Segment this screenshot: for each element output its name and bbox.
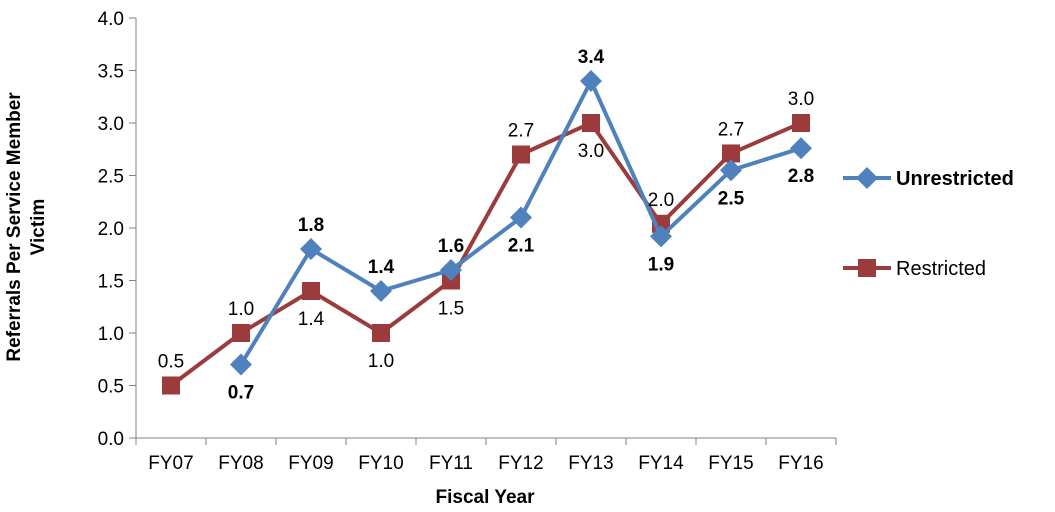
- data-label-restricted: 2.0: [648, 190, 674, 211]
- x-tick-label: FY14: [638, 453, 684, 474]
- data-point-unrestricted: [580, 70, 602, 92]
- y-tick-label: 4.0: [98, 9, 124, 30]
- data-label-unrestricted: 1.9: [648, 254, 674, 275]
- x-tick-label: FY12: [498, 453, 543, 474]
- x-tick-label: FY13: [568, 453, 613, 474]
- y-tick-label: 1.5: [98, 272, 124, 293]
- y-tick-label: 1.0: [98, 324, 124, 345]
- data-label-restricted: 1.4: [298, 309, 325, 330]
- data-label-restricted: 1.0: [368, 351, 394, 372]
- data-label-restricted: 1.0: [228, 299, 254, 320]
- data-point-restricted: [302, 282, 320, 300]
- data-label-unrestricted: 3.4: [578, 47, 605, 68]
- legend: Unrestricted Restricted: [843, 167, 1014, 280]
- data-point-unrestricted: [370, 280, 392, 302]
- legend-label: Restricted: [896, 258, 986, 280]
- data-label-unrestricted: 1.4: [368, 257, 395, 278]
- y-tick-label: 0.0: [98, 429, 124, 450]
- y-tick-label: 0.5: [98, 377, 124, 398]
- x-tick-label: FY16: [778, 453, 823, 474]
- data-point-unrestricted: [650, 225, 672, 248]
- x-tick-label: FY15: [708, 453, 753, 474]
- y-axis-title-line-1: Referrals Per Service Member: [4, 92, 25, 362]
- data-point-restricted: [232, 324, 250, 342]
- data-point-unrestricted: [230, 353, 252, 376]
- series-unrestricted: [230, 70, 812, 376]
- data-point-unrestricted: [790, 137, 812, 160]
- data-label-restricted: 3.0: [788, 89, 814, 110]
- legend-item-restricted: Restricted: [843, 258, 986, 280]
- data-point-unrestricted: [300, 238, 322, 260]
- data-label-restricted: 3.0: [578, 141, 604, 162]
- data-label-restricted: 1.5: [438, 299, 464, 320]
- data-point-restricted: [162, 376, 180, 395]
- y-tick-label: 3.5: [98, 62, 124, 83]
- data-point-restricted: [722, 144, 740, 163]
- data-point-restricted: [372, 324, 390, 342]
- data-point-restricted: [512, 145, 530, 164]
- y-axis-ticks: 0.0 0.5 1.0 1.5 2.0 2.5 3.0 3.5 4.0: [98, 9, 136, 450]
- x-tick-label: FY08: [218, 453, 263, 474]
- series-line-restricted: [169, 121, 802, 388]
- data-label-unrestricted: 1.6: [438, 236, 464, 257]
- x-axis-title: Fiscal Year: [436, 487, 536, 508]
- y-tick-label: 2.0: [98, 219, 124, 240]
- data-point-unrestricted: [720, 159, 742, 182]
- data-point-restricted: [582, 114, 600, 132]
- legend-marker: [858, 259, 876, 277]
- x-axis-ticks: FY07 FY08 FY09 FY10 FY11 FY12 FY13 FY14 FY15 FY16: [135, 438, 837, 474]
- data-label-unrestricted: 1.8: [298, 215, 324, 236]
- x-tick-label: FY10: [358, 453, 403, 474]
- y-axis-title-line-2: Victim: [28, 199, 49, 256]
- y-tick-label: 3.0: [98, 114, 124, 135]
- x-tick-label: FY07: [148, 453, 193, 474]
- data-label-unrestricted: 2.5: [718, 188, 745, 209]
- x-tick-label: FY11: [429, 453, 473, 474]
- data-label-restricted: 2.7: [718, 119, 744, 140]
- data-point-unrestricted: [510, 206, 532, 229]
- legend-label: Unrestricted: [896, 168, 1014, 190]
- data-point-restricted: [792, 114, 810, 132]
- data-label-unrestricted: 2.1: [508, 236, 535, 257]
- data-label-restricted: 2.7: [508, 121, 534, 142]
- data-label-unrestricted: 2.8: [788, 166, 814, 187]
- data-label-unrestricted: 0.7: [228, 383, 254, 404]
- y-tick-label: 2.5: [98, 167, 124, 188]
- series-layer: [162, 70, 812, 395]
- legend-marker: [856, 167, 878, 189]
- data-labels: 0.7 1.8 1.4 1.6 2.1 3.4 1.9 2.5 2.8 0.5 1.0 1.4 1.0 1…: [158, 47, 814, 404]
- series-restricted: [162, 114, 810, 395]
- data-label-restricted: 0.5: [158, 352, 184, 373]
- legend-item-unrestricted: Unrestricted: [843, 167, 1014, 190]
- x-tick-label: FY09: [288, 453, 333, 474]
- data-point-unrestricted: [440, 259, 462, 281]
